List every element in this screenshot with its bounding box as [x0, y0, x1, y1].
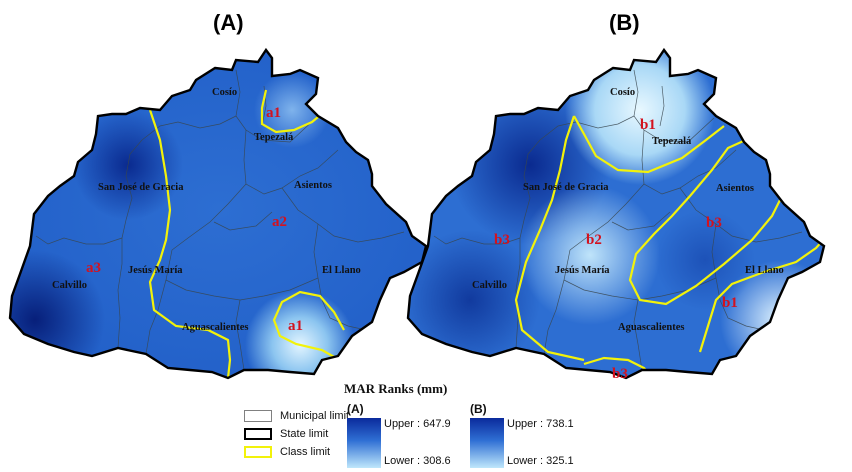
class-limit-swatch — [244, 446, 272, 458]
municipality-label: Aguascalientes — [182, 322, 249, 333]
municipality-label: Cosío — [610, 87, 635, 98]
ramp-b-title: (B) — [470, 402, 487, 416]
panel-b-title: (B) — [609, 10, 640, 35]
municipality-label: Tepezalá — [652, 136, 692, 147]
class-label: b3 — [706, 215, 722, 231]
panel-b-map: Cosío Tepezalá Asientos San José de Grac… — [406, 48, 826, 380]
municipality-label: Jesús María — [128, 265, 183, 276]
legend-item-label: Class limit — [280, 446, 331, 458]
municipality-label: El Llano — [745, 265, 784, 276]
class-label: a1 — [288, 318, 303, 334]
municipality-label: San José de Gracia — [523, 182, 609, 193]
legend-item-municipal-limit: Municipal limit — [244, 410, 349, 422]
legend-item-label: State limit — [280, 428, 329, 440]
panel-a-title: (A) — [213, 10, 244, 35]
class-label: a1 — [266, 105, 281, 121]
state-limit-swatch — [244, 428, 272, 440]
ramp-b-lower: Lower : 325.1 — [507, 455, 574, 467]
municipal-limit-swatch — [244, 410, 272, 422]
municipal-limits-b — [433, 69, 803, 371]
municipality-label: Tepezalá — [254, 132, 294, 143]
ramp-a — [347, 418, 381, 468]
ramp-a-lower: Lower : 308.6 — [384, 455, 451, 467]
municipality-label: Asientos — [716, 183, 754, 194]
legend-item-class-limit: Class limit — [244, 446, 330, 458]
ramp-b — [470, 418, 504, 468]
municipality-label: Cosío — [212, 87, 237, 98]
class-label: b3 — [494, 232, 510, 248]
municipality-label: El Llano — [322, 265, 361, 276]
municipality-label: Calvillo — [472, 280, 507, 291]
municipality-label: San José de Gracia — [98, 182, 184, 193]
legend-item-label: Municipal limit — [280, 410, 350, 422]
ramp-a-upper: Upper : 647.9 — [384, 418, 451, 430]
maps-canvas: Cosío Tepezalá Asientos San José de Grac… — [8, 48, 826, 380]
class-label: b2 — [586, 232, 602, 248]
municipality-label: Aguascalientes — [618, 322, 685, 333]
municipality-label: Calvillo — [52, 280, 87, 291]
class-label: a3 — [86, 260, 101, 276]
ramp-a-title: (A) — [347, 402, 364, 416]
class-limits-a — [148, 89, 345, 378]
class-label: a2 — [272, 214, 287, 230]
ramp-b-upper: Upper : 738.1 — [507, 418, 574, 430]
class-label: b1 — [640, 117, 656, 133]
class-label: b1 — [722, 295, 738, 311]
legend-item-state-limit: State limit — [244, 428, 328, 440]
class-label: b3 — [612, 366, 628, 380]
legend-title: MAR Ranks (mm) — [344, 381, 448, 396]
municipality-label: Jesús María — [555, 265, 610, 276]
municipality-label: Asientos — [294, 180, 332, 191]
panel-a-map: Cosío Tepezalá Asientos San José de Grac… — [8, 48, 428, 380]
